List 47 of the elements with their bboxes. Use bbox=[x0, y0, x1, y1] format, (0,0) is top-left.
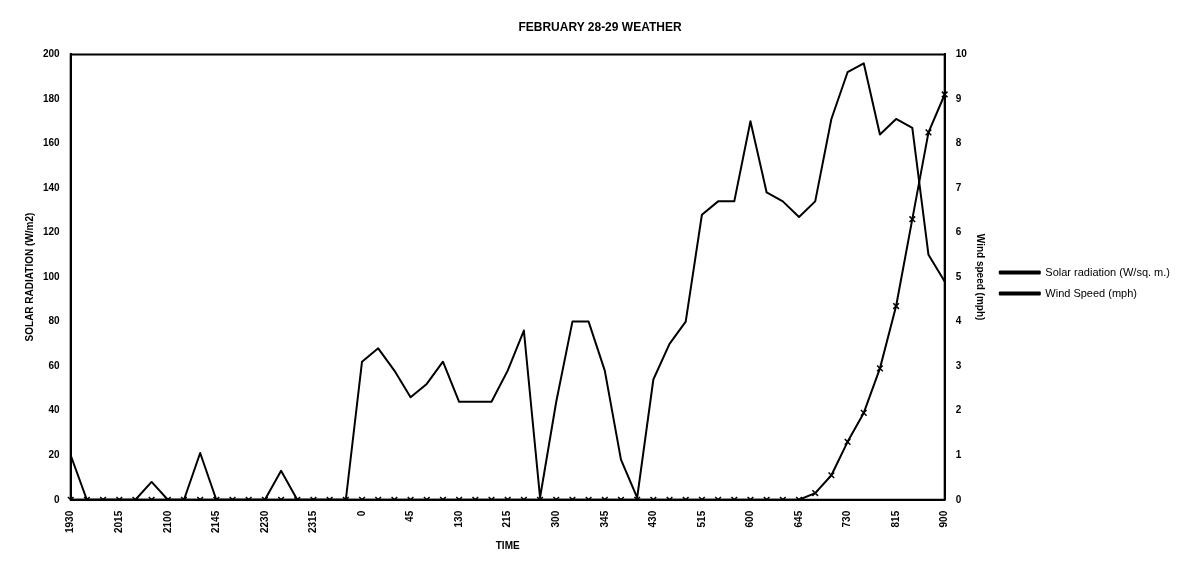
y-tick-label: 80 bbox=[48, 315, 61, 327]
y2-tick-label: 2 bbox=[955, 404, 962, 416]
y2-tick-label: 9 bbox=[955, 92, 962, 104]
x-tick-label: 2230 bbox=[258, 510, 270, 533]
y-tick-label: 60 bbox=[48, 359, 61, 371]
y2-tick-label: 10 bbox=[955, 48, 968, 60]
x-tick-label: 600 bbox=[744, 510, 756, 528]
y2-axis-title: Wind speed (mph) bbox=[975, 233, 987, 321]
y2-tick-label: 0 bbox=[955, 493, 962, 505]
y2-tick-label: 1 bbox=[955, 448, 962, 460]
x-tick-label: 515 bbox=[695, 510, 707, 528]
y-tick-label: 20 bbox=[48, 448, 61, 460]
x-tick-label: 130 bbox=[452, 510, 464, 528]
x-tick-label: 645 bbox=[792, 510, 804, 528]
x-tick-label: 730 bbox=[841, 510, 853, 528]
x-tick-label: 1930 bbox=[64, 510, 76, 533]
y-tick-label: 160 bbox=[43, 137, 61, 149]
y-tick-label: 140 bbox=[43, 181, 61, 193]
y-tick-label: 40 bbox=[48, 404, 61, 416]
x-tick-label: 2100 bbox=[161, 510, 173, 533]
x-tick-label: 0 bbox=[355, 510, 367, 517]
y-tick-label: 100 bbox=[43, 270, 61, 282]
x-tick-label: 2015 bbox=[112, 510, 124, 533]
chart-title: FEBRUARY 28-29 WEATHER bbox=[518, 19, 682, 34]
x-tick-label: 215 bbox=[501, 510, 513, 528]
y-tick-label: 0 bbox=[54, 493, 61, 505]
y2-tick-label: 7 bbox=[955, 181, 962, 193]
x-tick-label: 900 bbox=[938, 510, 950, 528]
x-tick-label: 815 bbox=[889, 510, 901, 528]
y2-tick-label: 4 bbox=[955, 315, 962, 327]
y2-tick-label: 5 bbox=[955, 270, 962, 282]
legend-label: Wind Speed (mph) bbox=[1045, 286, 1138, 299]
y-tick-label: 120 bbox=[43, 226, 61, 238]
x-tick-label: 300 bbox=[549, 510, 561, 528]
y-axis-title: SOLAR RADIATION (W/m2) bbox=[23, 212, 35, 342]
x-tick-label: 2315 bbox=[307, 510, 319, 533]
x-tick-label: 2145 bbox=[210, 510, 222, 533]
legend-label: Solar radiation (W/sq. m.) bbox=[1045, 265, 1170, 278]
x-tick-label: 430 bbox=[647, 510, 659, 528]
y-tick-label: 180 bbox=[43, 92, 61, 104]
y2-tick-label: 3 bbox=[955, 359, 962, 371]
y-tick-label: 200 bbox=[43, 48, 61, 60]
x-tick-label: 45 bbox=[404, 510, 416, 522]
x-axis-title: TIME bbox=[495, 539, 520, 551]
y2-tick-label: 6 bbox=[955, 226, 962, 238]
x-tick-label: 345 bbox=[598, 510, 610, 528]
y2-tick-label: 8 bbox=[955, 137, 962, 149]
